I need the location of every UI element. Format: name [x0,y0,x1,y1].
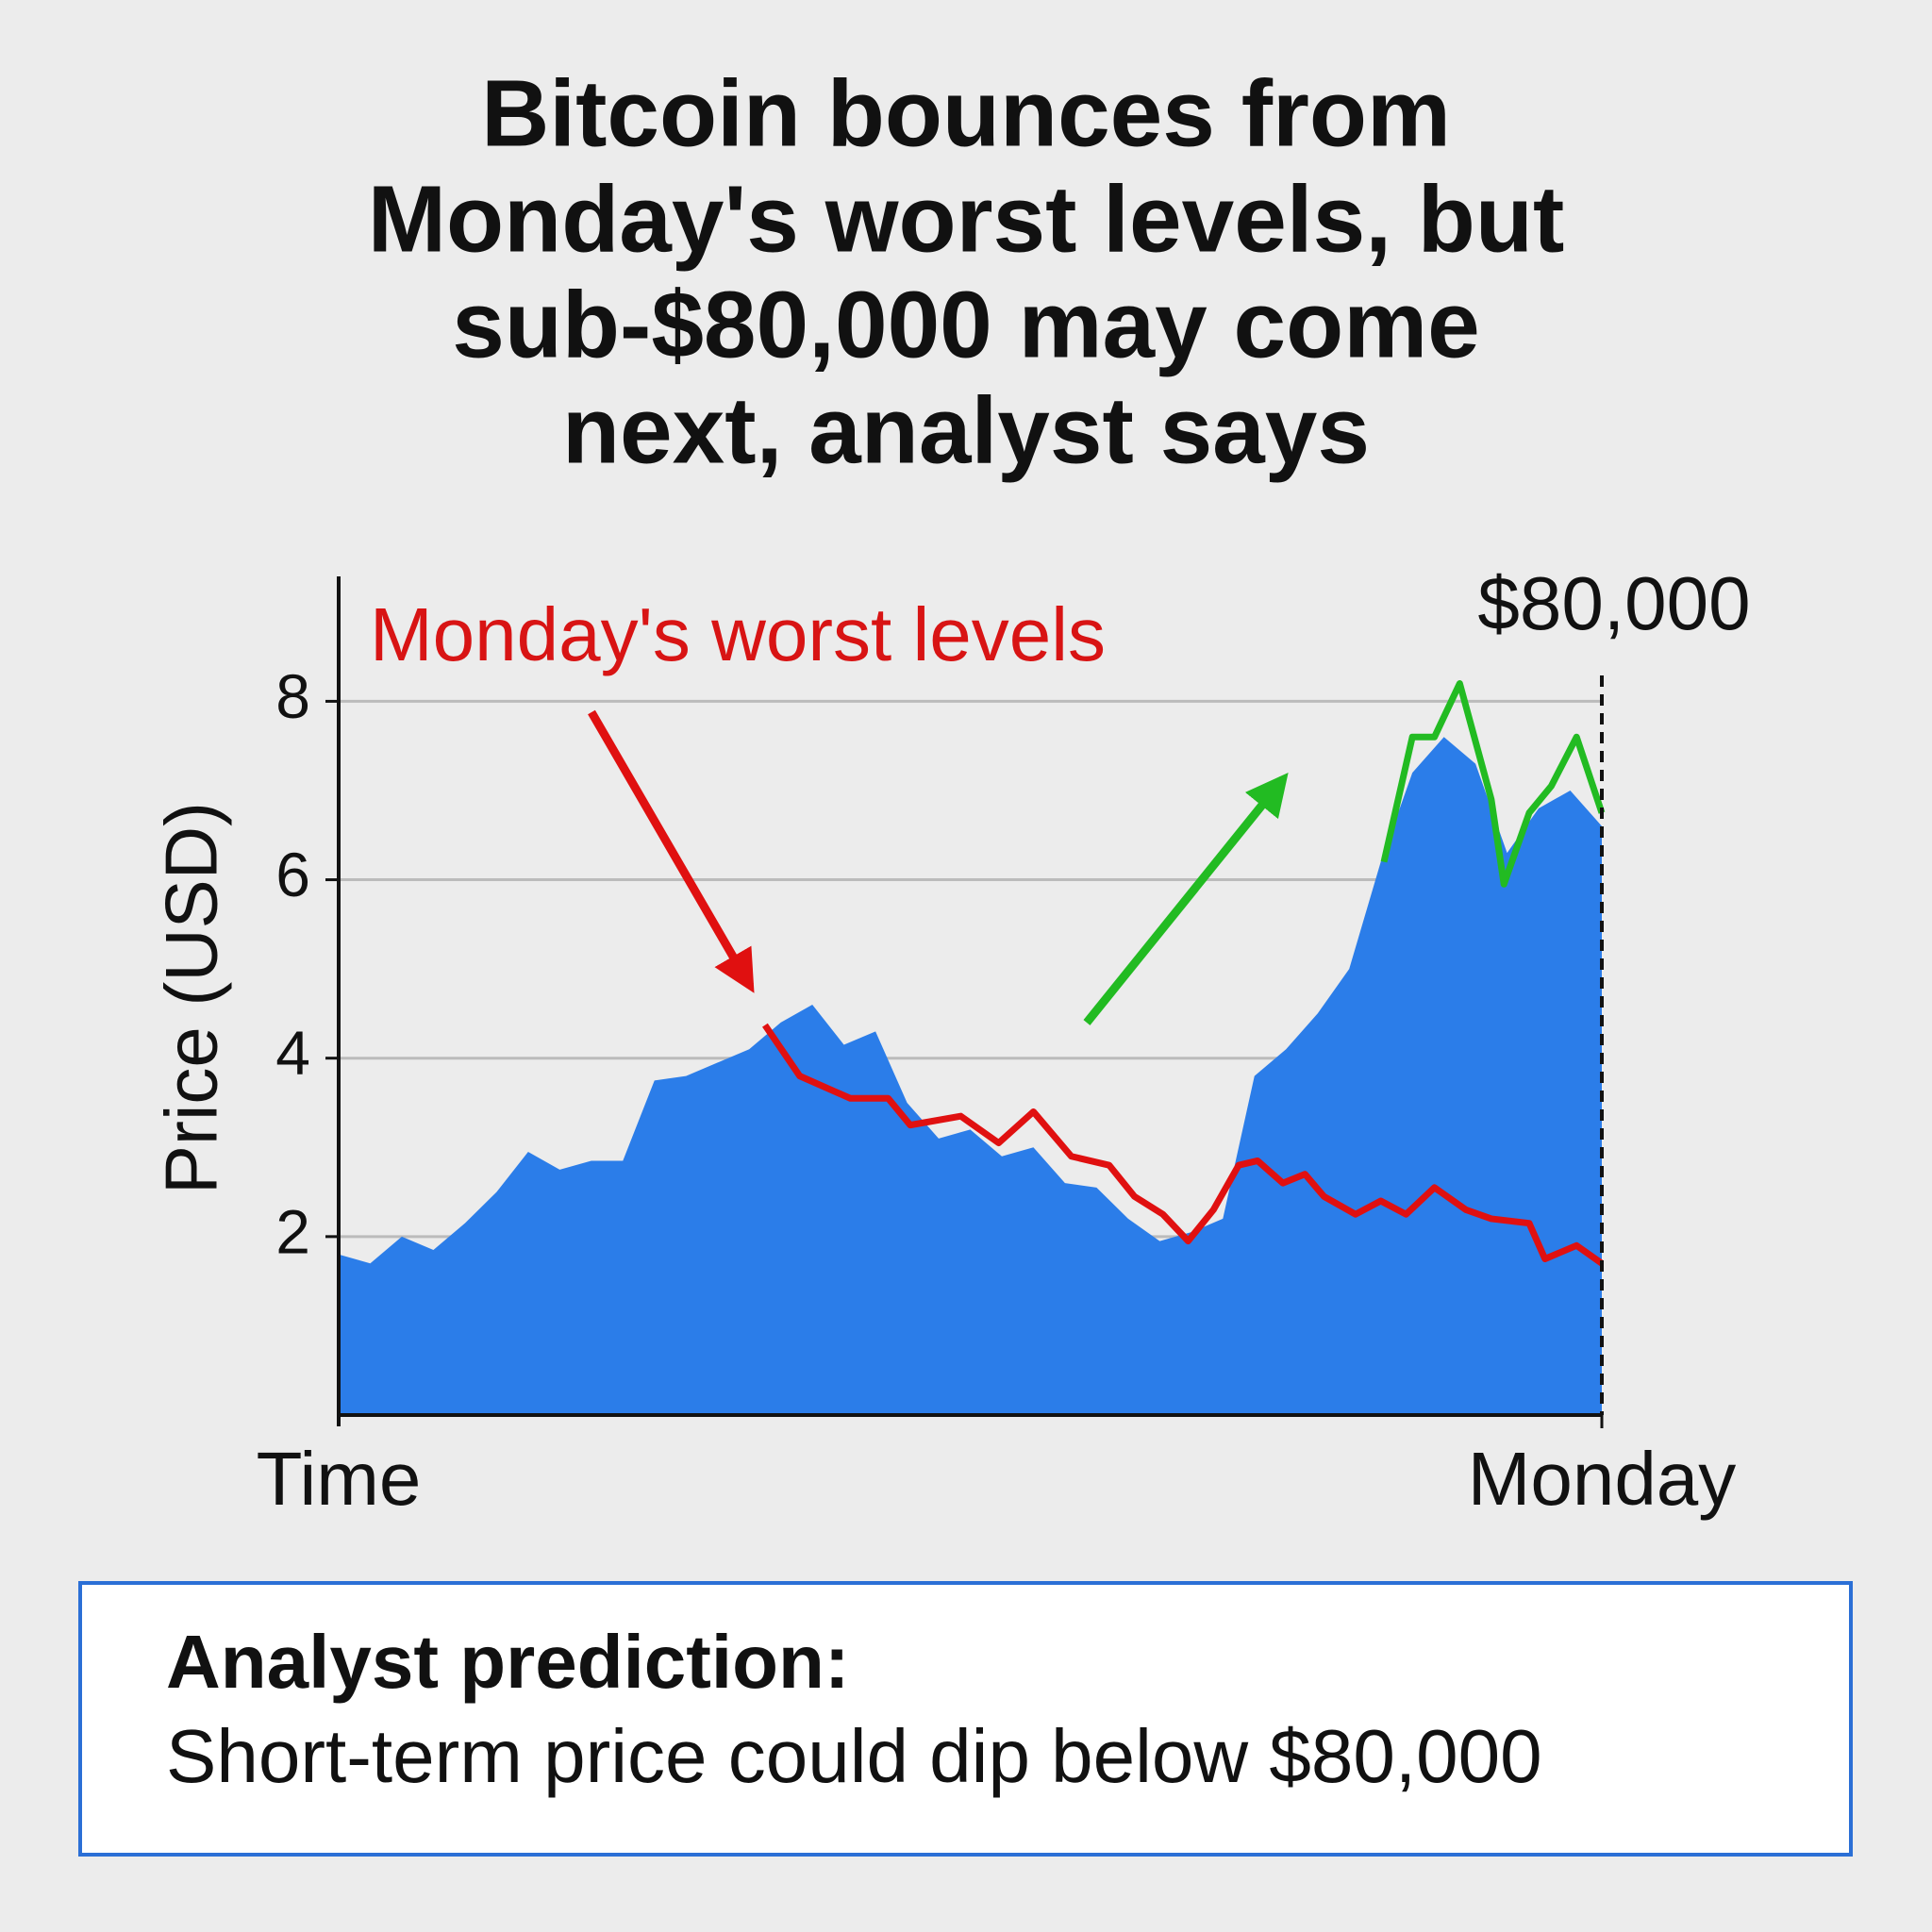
y-axis-label: Price (USD) [150,802,233,1194]
annotation: Monday's worst levels [370,592,1106,676]
title-line: Bitcoin bounces from [481,60,1451,166]
green-arrow [1083,772,1289,1025]
area [339,737,1602,1415]
box-heading: Analyst prediction: [166,1620,850,1704]
x-axis-label: Time [257,1437,422,1521]
title-line: Monday's worst levels, but [368,166,1565,272]
y-tick-label: 4 [275,1018,310,1088]
line [762,1023,1605,1267]
annotation: $80,000 [1477,561,1750,645]
line [1380,679,1606,888]
y-tick-label: 8 [275,661,310,731]
plot: 2 4 6 8 Monday [275,576,1736,1521]
x-tick-label: Monday [1468,1437,1737,1521]
title-line: next, analyst says [562,377,1370,483]
red-arrow [588,709,755,993]
box-text: Short-term price could dip below $80,000 [166,1714,1542,1798]
prediction-box [78,1581,1853,1857]
y-tick-label: 2 [275,1196,310,1266]
title-line: sub-$80,000 may come [452,272,1480,377]
y-tick-label: 6 [275,840,310,909]
